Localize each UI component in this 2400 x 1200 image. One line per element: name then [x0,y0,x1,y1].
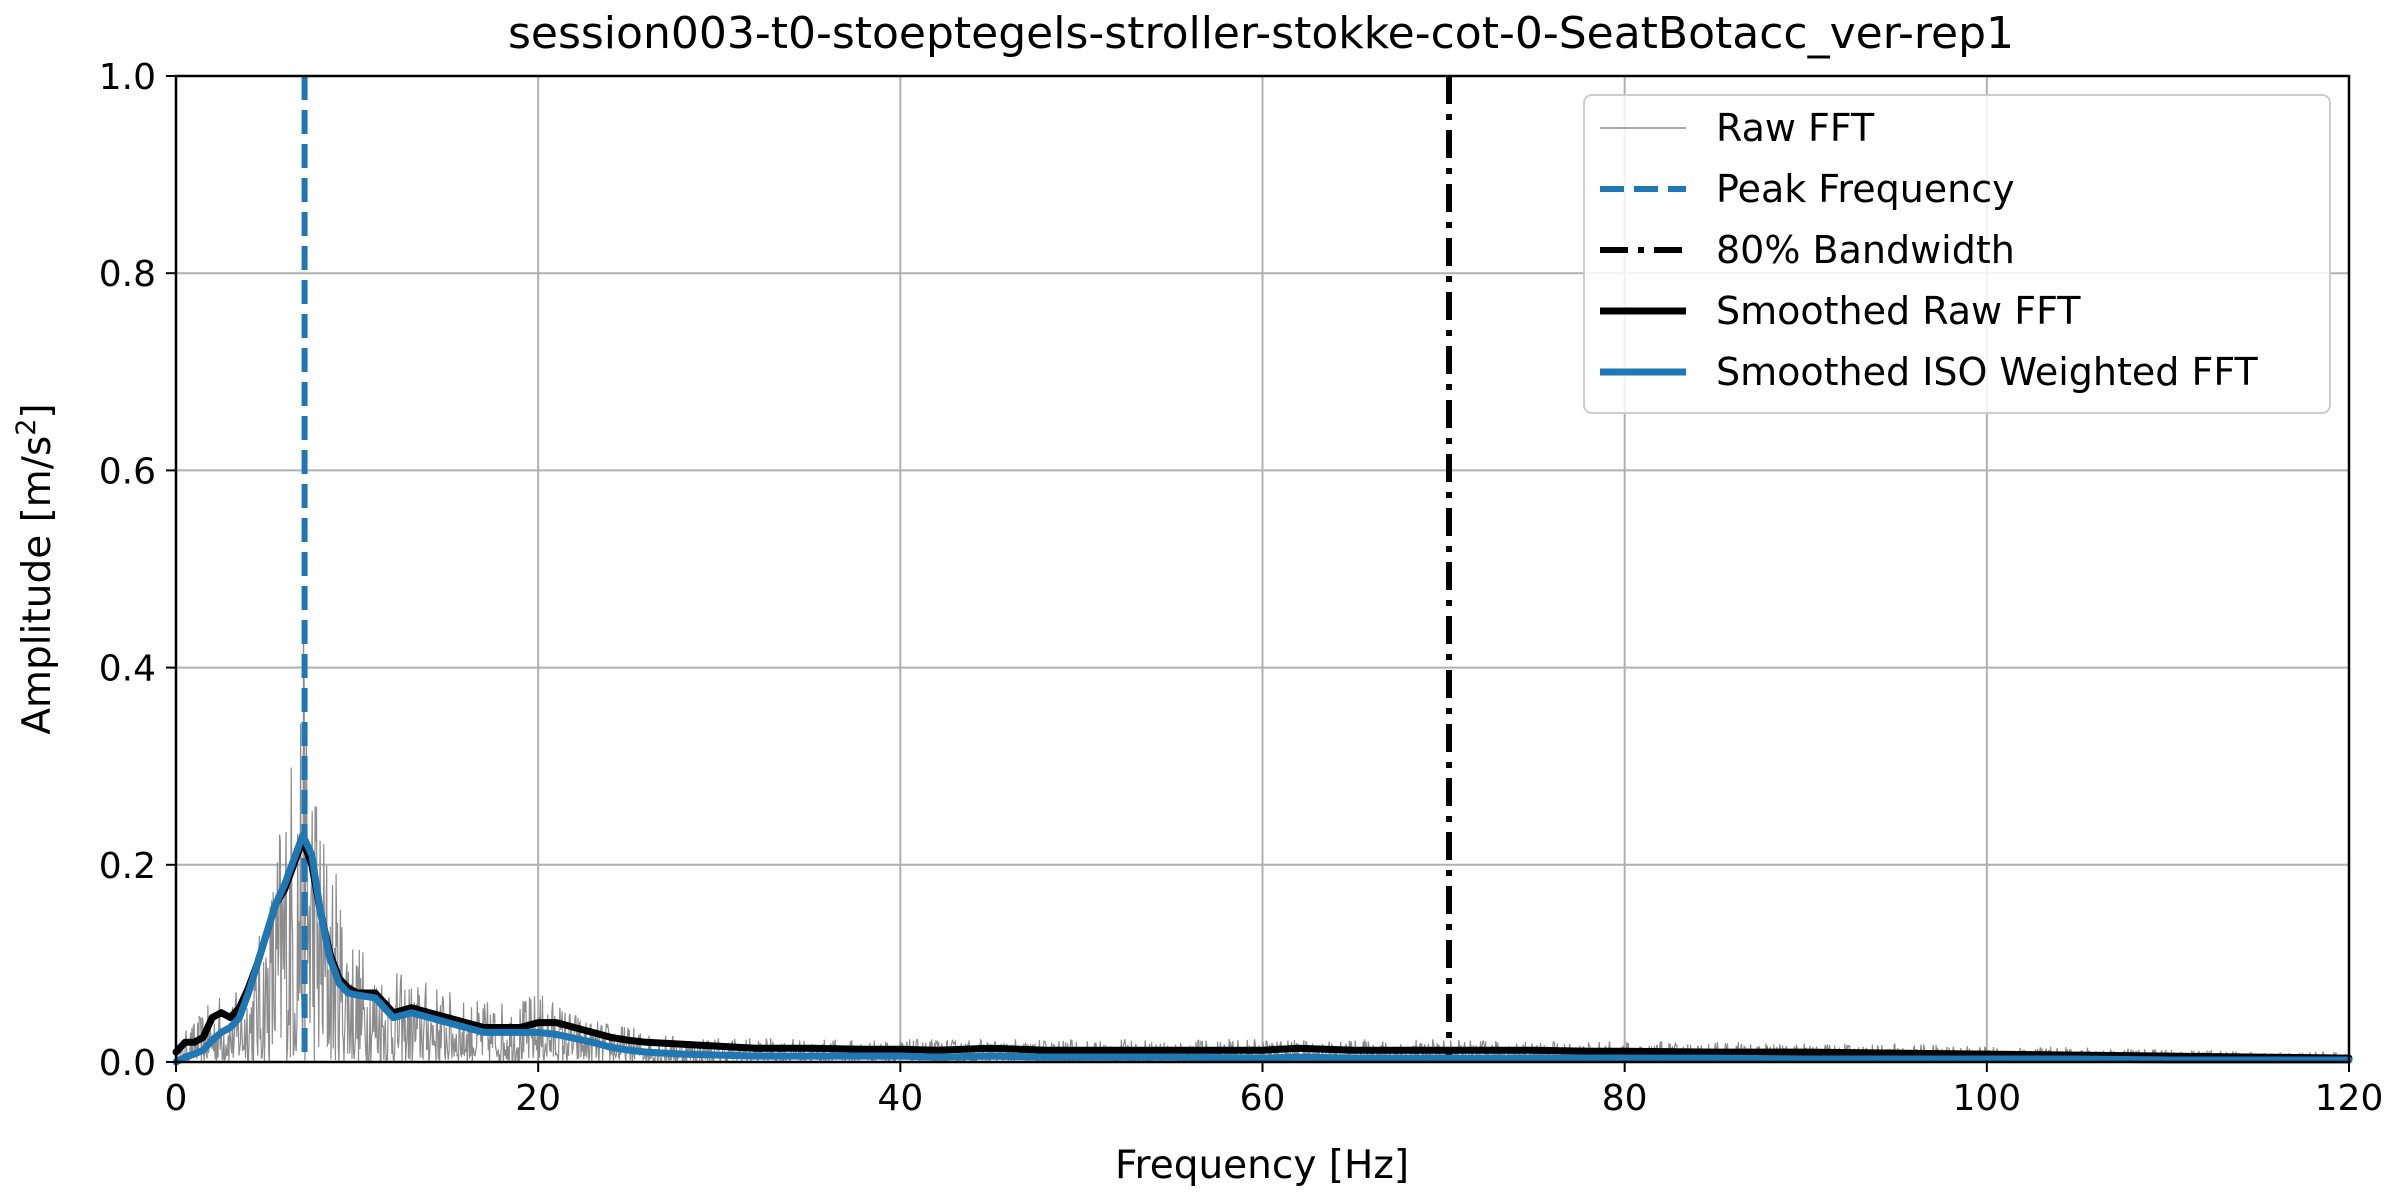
legend-label-raw-fft: Raw FFT [1716,106,1875,150]
legend: Raw FFT Peak Frequency 80% Bandwidth Smo… [1583,94,2331,414]
y-tick-label: 0.4 [99,649,156,690]
x-axis-ticks: 0 20 40 60 80 100 120 [165,1062,2384,1119]
chart-title: session003-t0-stoeptegels-stroller-stokk… [508,8,2014,59]
vertical-markers [301,76,1453,1062]
smoothed-iso-fft-line [172,831,2353,1066]
y-tick-label: 0.0 [99,1043,156,1084]
y-axis-label-main: Amplitude [m/s [15,436,60,735]
legend-label-smoothed-iso: Smoothed ISO Weighted FFT [1716,350,2259,394]
y-tick-label: 0.6 [99,451,156,492]
x-tick-label: 0 [165,1078,188,1119]
legend-box [1583,94,2331,414]
y-axis-label: Amplitude [m/s2] [11,403,60,734]
x-tick-label: 120 [2315,1078,2384,1119]
y-axis-label-superscript: 2 [11,419,42,436]
x-tick-label: 20 [515,1078,561,1119]
x-tick-label: 40 [877,1078,923,1119]
x-tick-label: 100 [1952,1078,2021,1119]
x-axis-label: Frequency [Hz] [1115,1143,1409,1188]
smoothed-series [172,831,2353,1066]
y-tick-label: 1.0 [99,57,156,98]
x-tick-label: 60 [1240,1078,1286,1119]
legend-label-peak-frequency: Peak Frequency [1716,167,2015,211]
y-tick-label: 0.2 [99,846,156,887]
y-axis-label-end: ] [15,403,60,418]
y-axis-ticks: 0.0 0.2 0.4 0.6 0.8 1.0 [99,57,176,1084]
legend-label-smoothed-raw-fft: Smoothed Raw FFT [1716,289,2081,333]
x-tick-label: 80 [1602,1078,1648,1119]
legend-label-bandwidth: 80% Bandwidth [1716,228,2015,272]
y-tick-label: 0.8 [99,254,156,295]
